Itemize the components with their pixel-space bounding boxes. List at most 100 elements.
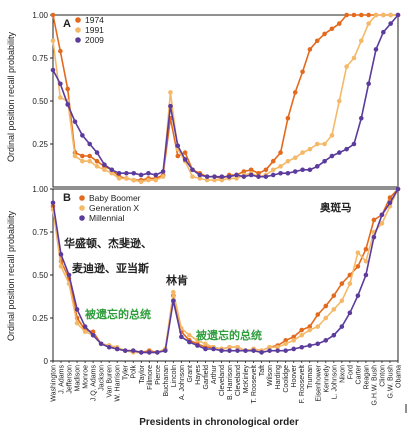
data-point bbox=[234, 172, 239, 178]
data-point bbox=[227, 344, 232, 350]
y-tick-label: 0.25 bbox=[32, 140, 48, 149]
panel-a-y-axis-label: Ordinal position recall probability bbox=[6, 31, 16, 162]
legend-label: Millennial bbox=[89, 213, 125, 223]
data-point bbox=[336, 150, 342, 155]
data-point bbox=[351, 55, 357, 61]
data-point bbox=[283, 338, 288, 343]
panel-a-y-ticks: 0.25 0.50 0.75 1.00 bbox=[32, 11, 53, 149]
x-tick-label: Fillmore bbox=[147, 365, 154, 390]
x-tick-label: Pierce bbox=[155, 365, 162, 385]
data-point bbox=[292, 90, 298, 95]
annotation-forgotten-2: 被遗忘的总统 bbox=[196, 328, 262, 342]
data-point bbox=[329, 153, 335, 159]
data-point bbox=[388, 21, 393, 26]
data-point bbox=[241, 174, 247, 179]
x-tick-label: Taylor bbox=[139, 364, 146, 383]
x-tick-label: Cleveland bbox=[235, 365, 242, 396]
data-point bbox=[131, 170, 137, 176]
annotation-forgotten-1: 被遗忘的总统 bbox=[85, 307, 151, 321]
y-tick-label: 0.25 bbox=[32, 314, 48, 323]
data-point bbox=[263, 174, 269, 179]
panel-a-frame bbox=[52, 14, 399, 188]
data-point bbox=[251, 348, 256, 353]
data-point bbox=[387, 200, 393, 206]
data-point bbox=[195, 343, 200, 348]
data-point bbox=[219, 348, 224, 353]
data-point bbox=[94, 150, 100, 155]
series-line-1 bbox=[52, 14, 398, 183]
data-point bbox=[248, 167, 254, 173]
data-point bbox=[190, 167, 195, 173]
x-tick-label: Cleveland bbox=[219, 365, 226, 396]
data-point bbox=[163, 348, 168, 353]
data-point bbox=[153, 177, 159, 183]
data-point bbox=[82, 329, 88, 335]
x-tick-label: L. Johnson bbox=[331, 365, 338, 399]
data-point bbox=[278, 164, 283, 169]
x-tick-label: Jackson bbox=[99, 365, 106, 391]
data-point bbox=[197, 176, 203, 181]
data-point bbox=[87, 158, 93, 164]
data-point bbox=[248, 172, 254, 178]
data-point bbox=[363, 272, 369, 278]
data-point bbox=[50, 200, 56, 206]
data-point bbox=[153, 172, 159, 178]
data-point bbox=[366, 12, 371, 18]
data-point bbox=[331, 307, 337, 312]
data-point bbox=[122, 348, 128, 353]
data-point bbox=[315, 341, 321, 347]
x-tick-label: Buchanan bbox=[163, 365, 170, 397]
x-tick-label: G.H.W. Bush bbox=[371, 365, 378, 406]
annotation-obama: 奥斑马 bbox=[320, 201, 352, 214]
y-tick-label: 0.75 bbox=[32, 228, 48, 237]
data-point bbox=[241, 169, 247, 174]
data-point bbox=[130, 348, 136, 353]
data-point bbox=[168, 90, 173, 95]
data-point bbox=[182, 157, 188, 162]
legend-marker bbox=[79, 205, 85, 211]
legend-marker bbox=[75, 27, 81, 33]
data-point bbox=[212, 177, 217, 183]
data-point bbox=[138, 172, 144, 178]
data-point bbox=[322, 141, 327, 147]
data-point bbox=[197, 172, 203, 178]
data-point bbox=[50, 12, 56, 18]
data-point bbox=[66, 272, 72, 278]
data-point bbox=[50, 67, 56, 73]
data-point bbox=[351, 141, 357, 147]
data-point bbox=[270, 158, 276, 164]
data-point bbox=[203, 346, 208, 352]
y-tick-label: 0 bbox=[44, 357, 49, 366]
data-point bbox=[379, 221, 385, 226]
data-point bbox=[114, 346, 120, 352]
annotation-founders-1: 华盛顿、杰斐逊、 bbox=[64, 236, 152, 250]
data-point bbox=[339, 281, 345, 286]
data-point bbox=[371, 234, 377, 240]
data-point bbox=[116, 170, 122, 176]
panel-a-label: A bbox=[63, 18, 71, 30]
data-point bbox=[270, 167, 276, 173]
data-point bbox=[336, 98, 342, 104]
x-tick-label: Madison bbox=[75, 365, 82, 392]
data-point bbox=[116, 176, 122, 181]
data-point bbox=[283, 348, 288, 353]
x-tick-label: McKinley bbox=[243, 365, 250, 394]
data-point bbox=[355, 293, 361, 298]
data-point bbox=[65, 102, 70, 107]
data-point bbox=[58, 48, 63, 54]
data-point bbox=[94, 164, 100, 169]
data-point bbox=[373, 12, 379, 18]
data-point bbox=[366, 81, 371, 87]
data-point bbox=[146, 350, 152, 355]
data-point bbox=[124, 176, 129, 181]
x-tick-label: Coolidge bbox=[283, 365, 290, 393]
data-point bbox=[331, 332, 337, 338]
x-tick-label: Ford bbox=[347, 365, 354, 380]
legend-label: 2009 bbox=[85, 35, 104, 45]
x-tick-label: Nixon bbox=[339, 365, 346, 383]
x-axis-label: Presidents in chronological order bbox=[139, 417, 299, 428]
data-point bbox=[204, 174, 210, 179]
data-point bbox=[82, 324, 88, 329]
